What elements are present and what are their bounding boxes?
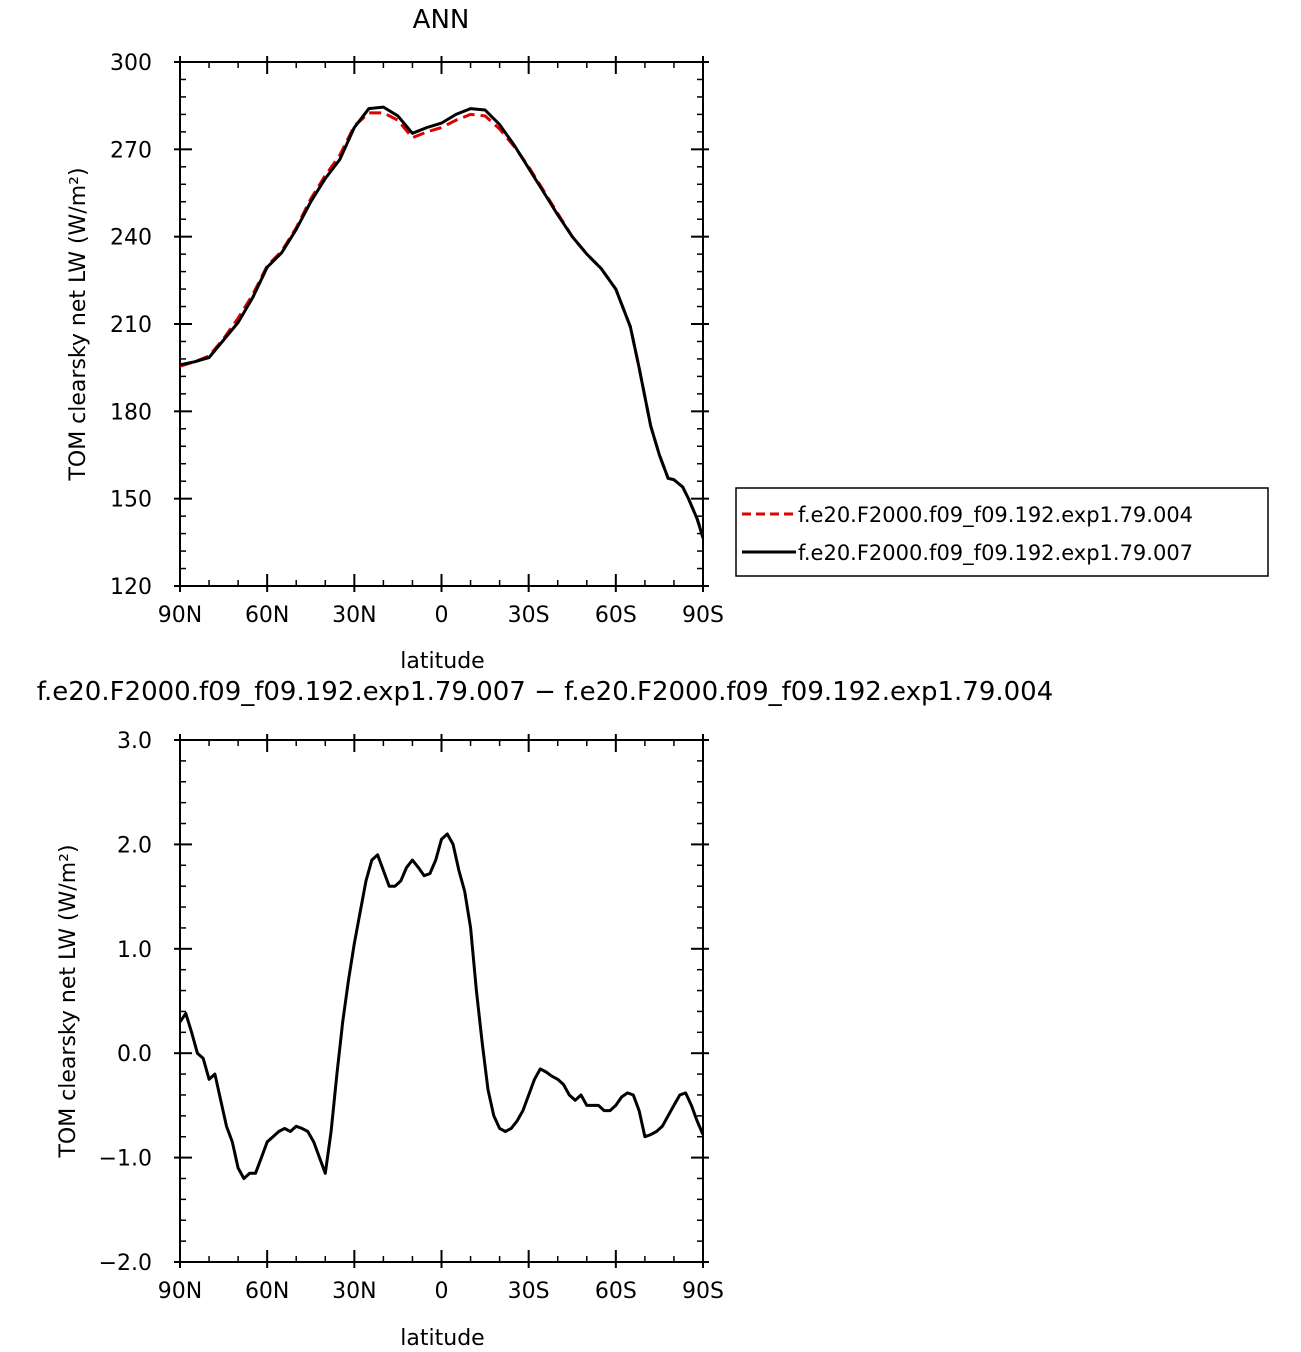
y-tick-label: 120 <box>110 575 152 600</box>
y-tick-label: 2.0 <box>117 833 152 858</box>
x-tick-label: 90N <box>158 603 202 628</box>
y-axis-title: TOM clearsky net LW (W/m²) <box>56 844 81 1158</box>
y-tick-label: 240 <box>110 226 152 251</box>
legend-label-2: f.e20.F2000.f09_f09.192.exp1.79.007 <box>798 541 1193 566</box>
legend: f.e20.F2000.f09_f09.192.exp1.79.004 f.e20… <box>735 487 1269 577</box>
x-tick-label: 30N <box>332 1279 376 1304</box>
chart-title: f.e20.F2000.f09_f09.192.exp1.79.007 − f.… <box>37 677 1054 707</box>
y-tick-label: 150 <box>110 488 152 513</box>
plot-frame <box>179 739 704 1263</box>
legend-label-1: f.e20.F2000.f09_f09.192.exp1.79.004 <box>798 503 1193 528</box>
y-tick-label: 270 <box>110 138 152 163</box>
y-tick-label: −2.0 <box>99 1251 152 1276</box>
series-line-1 <box>180 832 703 1180</box>
y-tick-label: 3.0 <box>117 729 152 754</box>
y-tick-label: −1.0 <box>99 1147 152 1172</box>
x-tick-label: 90N <box>158 1279 202 1304</box>
series-line-2 <box>180 105 703 539</box>
y-tick-label: 300 <box>110 51 152 76</box>
x-axis-title: latitude <box>400 1326 484 1351</box>
x-tick-label: 90S <box>682 603 724 628</box>
x-tick-label: 60S <box>595 1279 637 1304</box>
y-tick-label: 180 <box>110 400 152 425</box>
x-tick-label: 60N <box>245 603 289 628</box>
x-tick-label: 0 <box>435 1279 449 1304</box>
x-tick-label: 30N <box>332 603 376 628</box>
x-tick-label: 30S <box>508 603 550 628</box>
plot-frame <box>179 61 704 587</box>
chart-title: ANN <box>413 5 470 35</box>
legend-box <box>735 487 1269 577</box>
x-tick-label: 90S <box>682 1279 724 1304</box>
series-line-1 <box>180 111 703 537</box>
chart-panel-2: f.e20.F2000.f09_f09.192.exp1.79.007 − f.… <box>37 677 1054 1351</box>
x-tick-label: 60S <box>595 603 637 628</box>
y-axis-title: TOM clearsky net LW (W/m²) <box>66 167 91 481</box>
y-tick-label: 210 <box>110 313 152 338</box>
x-tick-label: 60N <box>245 1279 289 1304</box>
x-axis-title: latitude <box>400 649 484 674</box>
y-tick-label: 0.0 <box>117 1042 152 1067</box>
chart-panel-1: ANN 90N 60N 30N 0 30S 60S 90S 120 150 180 210 240 270… <box>66 5 1269 674</box>
y-tick-label: 1.0 <box>117 938 152 963</box>
x-tick-label: 30S <box>508 1279 550 1304</box>
x-tick-label: 0 <box>435 603 449 628</box>
